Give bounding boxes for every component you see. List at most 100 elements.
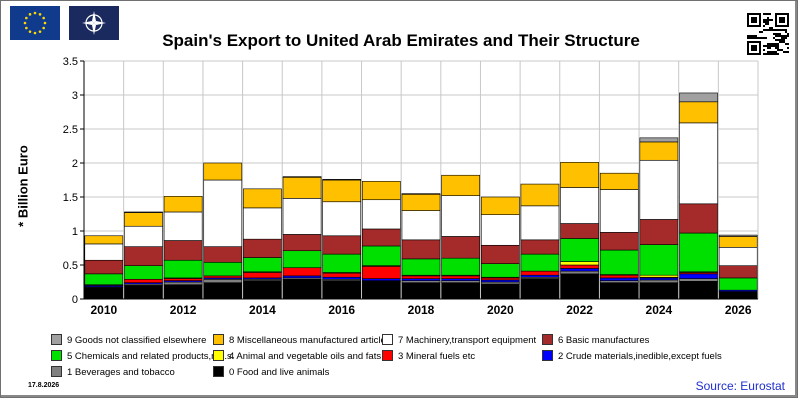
bar-segment xyxy=(401,193,441,211)
bar-segment xyxy=(639,244,679,276)
bar-segment xyxy=(322,179,362,181)
x-tick-label: 2014 xyxy=(249,303,276,317)
bar-segment xyxy=(163,284,203,300)
legend-swatch xyxy=(382,350,393,361)
bar-segment xyxy=(599,232,639,251)
bar-segment xyxy=(718,234,758,237)
legend-item: 9 Goods not classified elsewhere xyxy=(51,334,206,346)
legend-item: 3 Mineral fuels etc xyxy=(382,350,475,362)
bar-segment xyxy=(362,228,401,247)
bar-segment xyxy=(322,201,362,237)
x-tick-label: 2016 xyxy=(328,303,355,317)
bar-segment xyxy=(718,265,758,279)
bar-segment xyxy=(322,280,362,300)
bar-segment xyxy=(480,244,520,264)
bar-segment xyxy=(243,272,282,279)
bar-segment xyxy=(163,196,203,213)
legend-label: 5 Chemicals and related products,n.e.s. xyxy=(67,351,235,362)
bar-segment xyxy=(124,265,163,280)
bar-segment xyxy=(520,239,560,255)
bar-segment xyxy=(441,257,480,276)
eu-flag-icon xyxy=(10,6,60,40)
bar-segment xyxy=(560,187,599,224)
legend-item: 2 Crude materials,inedible,except fuels xyxy=(542,350,722,362)
bar-segment xyxy=(679,101,718,124)
bar-segment xyxy=(520,270,560,276)
legend-swatch xyxy=(51,366,62,377)
legend-swatch xyxy=(542,350,553,361)
legend-label: 1 Beverages and tobacco xyxy=(67,367,175,378)
bar-segment xyxy=(243,188,282,209)
bar-segment xyxy=(480,263,520,278)
bar-segment xyxy=(560,223,599,239)
legend-swatch xyxy=(51,334,62,345)
legend-label: 6 Basic manufactures xyxy=(558,335,650,346)
legend-label: 9 Goods not classified elsewhere xyxy=(67,335,207,346)
legend-label: 7 Machinery,transport equipment xyxy=(398,335,537,346)
bar-segment xyxy=(243,207,282,240)
bar-segment xyxy=(401,280,441,283)
x-tick-label: 2012 xyxy=(170,303,197,317)
bar-segment xyxy=(520,205,560,241)
bar-segment xyxy=(362,278,401,281)
bar-segment xyxy=(362,245,401,266)
legend-label: 8 Miscellaneous manufactured articles xyxy=(229,335,391,346)
bar-segment xyxy=(243,280,282,300)
legend-item: 4 Animal and vegetable oils and fats xyxy=(213,350,381,362)
bar-segment xyxy=(124,225,163,247)
bar-segment xyxy=(639,141,679,161)
bar-segment xyxy=(401,282,441,300)
bar-segment xyxy=(560,162,599,188)
legend-item: 7 Machinery,transport equipment xyxy=(382,334,536,346)
bar-segment xyxy=(362,181,401,201)
bar-segment xyxy=(322,235,362,255)
bar-segment xyxy=(718,277,758,291)
bar-segment xyxy=(163,211,203,241)
bar-segment xyxy=(639,159,679,220)
chart-title: Spain's Export to United Arab Emirates a… xyxy=(162,31,640,50)
bar-segment xyxy=(520,183,560,207)
bar-segment xyxy=(84,243,124,261)
bar-segment xyxy=(441,280,480,283)
bar-segment xyxy=(282,176,322,178)
bar-segment xyxy=(599,274,639,279)
source-link[interactable]: Source: Eurostat xyxy=(695,379,785,393)
bar-segment xyxy=(679,281,718,300)
bar-segment xyxy=(203,282,243,300)
x-tick-label: 2026 xyxy=(725,303,752,317)
bar-segment xyxy=(84,235,124,245)
bar-segment xyxy=(362,266,401,279)
bar-segment xyxy=(639,137,679,143)
bar-segment xyxy=(480,277,520,281)
bar-segment xyxy=(639,274,679,278)
bar-segment xyxy=(282,176,322,199)
bar-segment xyxy=(520,278,560,300)
bar-segment xyxy=(362,281,401,300)
bar-segment xyxy=(401,193,441,195)
bar-segment xyxy=(203,179,243,247)
bar-segment xyxy=(599,282,639,300)
bar-segment xyxy=(480,196,520,215)
legend-swatch xyxy=(542,334,553,345)
bar-segment xyxy=(441,282,480,300)
bar-segment xyxy=(282,198,322,235)
legend-swatch xyxy=(213,334,224,345)
bar-segment xyxy=(322,179,362,203)
bar-segment xyxy=(639,282,679,300)
bar-segment xyxy=(243,257,282,273)
bar-segment xyxy=(282,275,322,279)
bar-segment xyxy=(441,195,480,237)
x-tick-label: 2010 xyxy=(90,303,117,317)
bar-segment xyxy=(84,259,124,275)
bar-segment xyxy=(362,199,401,230)
bar-segment xyxy=(679,203,718,234)
bar-segment xyxy=(639,279,679,283)
legend-item: 6 Basic manufactures xyxy=(542,334,649,346)
y-tick-label: 3 xyxy=(72,90,78,102)
bar-segment xyxy=(203,261,243,277)
bar-segment xyxy=(163,281,203,286)
bar-segment xyxy=(560,270,599,275)
bar-segment xyxy=(480,279,520,283)
bar-segment xyxy=(480,281,520,285)
